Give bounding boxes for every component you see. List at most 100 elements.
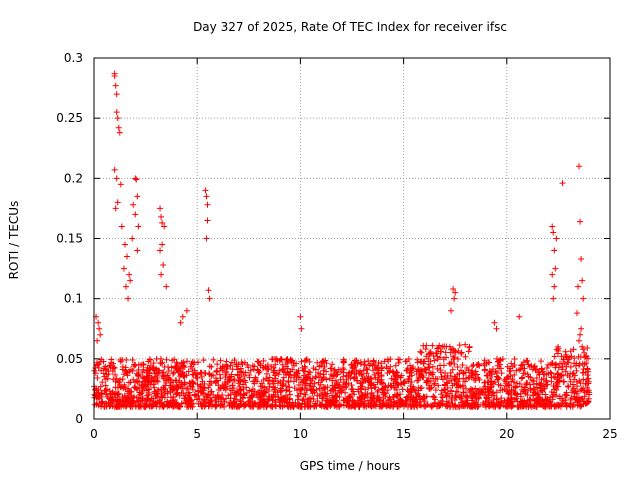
data-point [132, 175, 139, 182]
data-point [356, 370, 363, 377]
data-point [417, 358, 424, 365]
data-point [310, 387, 317, 394]
data-point [343, 376, 350, 383]
data-point [470, 402, 477, 409]
data-point [372, 362, 379, 369]
data-point [187, 383, 194, 390]
data-point [266, 374, 273, 381]
data-point [206, 370, 213, 377]
data-point [540, 375, 547, 382]
data-point [158, 213, 165, 220]
data-point [217, 384, 224, 391]
data-point [425, 361, 432, 368]
data-point [368, 397, 375, 404]
data-point [134, 247, 141, 254]
data-point [583, 377, 590, 384]
data-point [262, 363, 269, 370]
data-point [407, 383, 414, 390]
data-point [498, 370, 505, 377]
data-point [499, 387, 506, 394]
data-point [121, 381, 128, 388]
data-point [201, 403, 208, 410]
data-point [176, 373, 183, 380]
data-point [351, 375, 358, 382]
data-point [236, 368, 243, 375]
data-point [284, 403, 291, 410]
data-point [576, 377, 583, 384]
data-point [450, 286, 457, 293]
data-point [252, 374, 259, 381]
data-point [101, 387, 108, 394]
data-point [310, 365, 317, 372]
data-point [243, 384, 250, 391]
data-point [161, 373, 168, 380]
data-point [205, 287, 212, 294]
data-point [439, 394, 446, 401]
data-point [322, 357, 329, 364]
data-point [573, 390, 580, 397]
data-point [440, 362, 447, 369]
data-point [361, 361, 368, 368]
data-point [238, 359, 245, 366]
data-point [367, 402, 374, 409]
data-point [414, 377, 421, 384]
data-point [534, 399, 541, 406]
data-point [226, 377, 233, 384]
data-point [468, 397, 475, 404]
data-point [531, 390, 538, 397]
data-point [288, 357, 295, 364]
data-point [562, 397, 569, 404]
data-point [467, 386, 474, 393]
data-point [397, 374, 404, 381]
data-point [224, 364, 231, 371]
data-point [580, 295, 587, 302]
data-point [156, 397, 163, 404]
data-point [150, 360, 157, 367]
data-point [220, 385, 227, 392]
data-point [451, 347, 458, 354]
data-point [511, 355, 518, 362]
data-point [492, 368, 499, 375]
data-point [200, 357, 207, 364]
data-point [332, 377, 339, 384]
data-point [441, 382, 448, 389]
data-point [127, 403, 134, 410]
data-point [575, 398, 582, 405]
data-point [132, 211, 139, 218]
data-point [347, 374, 354, 381]
y-axis-label: ROTI / TECUs [7, 201, 21, 280]
data-point [563, 403, 570, 410]
data-point [493, 373, 500, 380]
data-point [223, 383, 230, 390]
data-point [108, 356, 115, 363]
data-point [249, 392, 256, 399]
data-point [165, 367, 172, 374]
data-point [299, 379, 306, 386]
data-point [554, 376, 561, 383]
data-point [285, 372, 292, 379]
data-point [203, 193, 210, 200]
data-point [407, 367, 414, 374]
data-point [111, 364, 118, 371]
data-point [555, 403, 562, 410]
data-point [584, 398, 591, 405]
data-point [242, 401, 249, 408]
data-point [482, 366, 489, 373]
data-point [327, 400, 334, 407]
data-point [218, 395, 225, 402]
y-tick-label: 0.2 [64, 171, 83, 185]
data-point [576, 163, 583, 170]
data-point [240, 390, 247, 397]
data-point [556, 402, 563, 409]
data-point [302, 391, 309, 398]
data-point [513, 390, 520, 397]
data-point [295, 386, 302, 393]
data-point [488, 384, 495, 391]
data-point [335, 385, 342, 392]
data-point [462, 378, 469, 385]
data-point [118, 223, 125, 230]
data-point [423, 378, 430, 385]
data-point [319, 376, 326, 383]
data-point [508, 398, 515, 405]
data-point [585, 380, 592, 387]
